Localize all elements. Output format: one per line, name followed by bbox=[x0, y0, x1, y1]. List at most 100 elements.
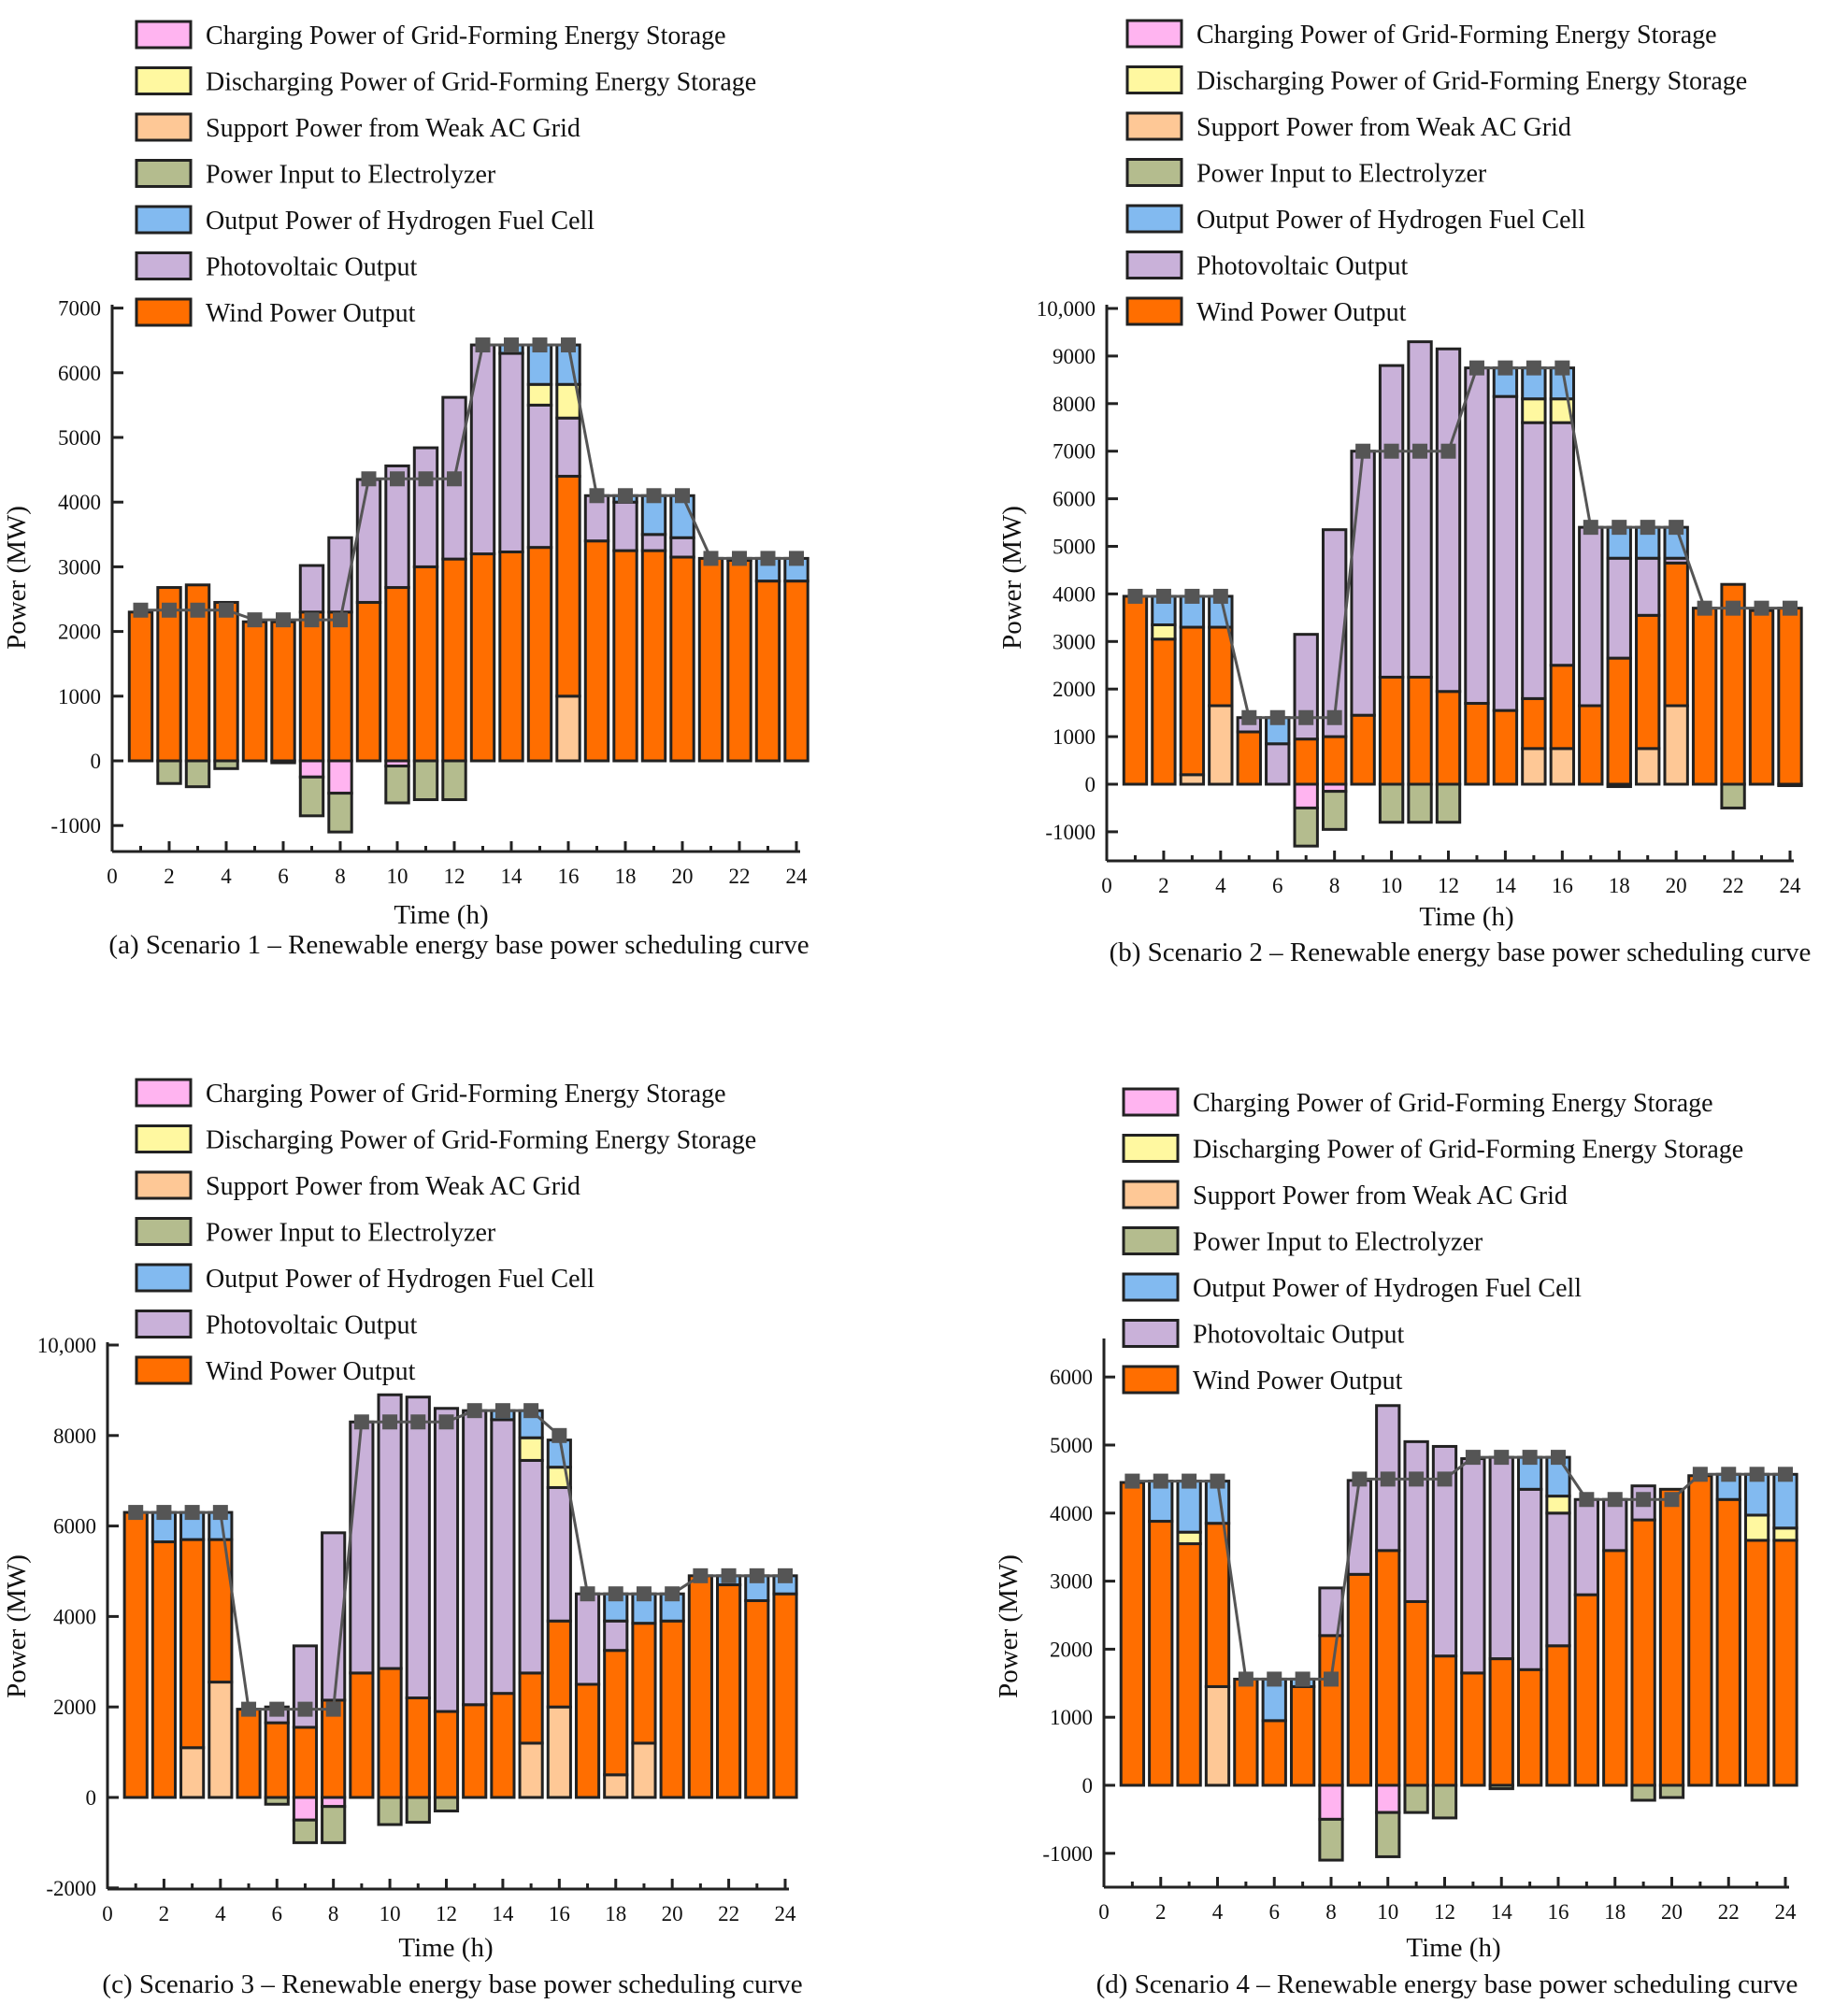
bar-wind bbox=[772, 1592, 798, 1799]
load-marker bbox=[1749, 1467, 1765, 1482]
y-tick-label: 0 bbox=[86, 1786, 97, 1810]
y-tick-label: 10,000 bbox=[1037, 297, 1096, 321]
bar-support bbox=[1663, 704, 1689, 786]
load-marker bbox=[1522, 1450, 1538, 1466]
load-marker bbox=[410, 1414, 426, 1430]
chart-panel-a: Charging Power of Grid-Forming Energy St… bbox=[2, 20, 809, 960]
load-marker bbox=[304, 612, 320, 628]
bar-wind bbox=[327, 610, 353, 763]
y-tick-label: 0 bbox=[1082, 1774, 1094, 1797]
bar-electrolyzer bbox=[184, 759, 211, 789]
load-marker bbox=[1352, 1471, 1368, 1487]
bar-wind bbox=[1573, 1593, 1600, 1787]
chart-panel-d: Charging Power of Grid-Forming Energy St… bbox=[994, 1087, 1798, 1999]
x-tick-label: 12 bbox=[1434, 1900, 1455, 1924]
load-marker bbox=[418, 471, 434, 487]
bar-electrolyzer bbox=[1321, 790, 1348, 831]
bar-pv bbox=[355, 478, 382, 604]
load-marker bbox=[1127, 588, 1143, 604]
bar-discharge bbox=[1772, 1526, 1798, 1542]
legend-swatch-discharge bbox=[1125, 65, 1183, 94]
bar-pv bbox=[412, 446, 439, 568]
load-marker bbox=[789, 551, 804, 566]
bar-pv bbox=[1630, 1484, 1656, 1522]
load-marker bbox=[749, 1567, 765, 1583]
load-line bbox=[140, 343, 796, 622]
legend-swatch-fuelcell bbox=[135, 1263, 193, 1293]
load-marker bbox=[1526, 360, 1541, 376]
bar-electrolyzer bbox=[441, 759, 467, 802]
bar-electrolyzer bbox=[1435, 782, 1462, 824]
load-marker bbox=[1551, 1450, 1566, 1466]
bar-wind bbox=[298, 610, 325, 763]
bar-fuelcell bbox=[1772, 1472, 1798, 1530]
legend-label-pv: Photovoltaic Output bbox=[206, 253, 418, 282]
bar-support bbox=[1204, 1684, 1231, 1787]
bar-pv bbox=[1350, 450, 1376, 717]
bar-wind bbox=[1777, 607, 1803, 786]
y-tick-label: 10,000 bbox=[37, 1334, 96, 1357]
legend-label-electrolyzer: Power Input to Electrolyzer bbox=[1196, 160, 1487, 189]
bar-wind bbox=[1151, 637, 1177, 786]
bar-wind bbox=[1403, 1599, 1429, 1787]
y-tick-label: 8000 bbox=[53, 1424, 96, 1448]
bar-charge bbox=[1318, 1783, 1344, 1821]
bar-fuelcell bbox=[546, 1439, 572, 1469]
load-marker bbox=[532, 337, 548, 353]
bar-pv bbox=[1407, 340, 1433, 679]
load-marker bbox=[1355, 443, 1371, 459]
legend-label-support: Support Power from Weak AC Grid bbox=[1193, 1181, 1568, 1210]
bar-electrolyzer bbox=[1777, 782, 1803, 788]
legend-label-wind: Wind Power Output bbox=[1193, 1367, 1403, 1396]
legend-label-wind: Wind Power Output bbox=[206, 299, 416, 328]
bar-wind bbox=[1743, 1539, 1770, 1787]
bar-discharge bbox=[1151, 623, 1177, 641]
bar-pv bbox=[1265, 742, 1291, 786]
bar-pv bbox=[1464, 366, 1490, 705]
x-tick-label: 16 bbox=[1548, 1900, 1569, 1924]
legend-swatch-electrolyzer bbox=[135, 1217, 193, 1246]
y-tick-label: 2000 bbox=[1053, 678, 1096, 701]
bar-wind bbox=[1119, 1481, 1146, 1787]
bar-wind bbox=[1346, 1572, 1373, 1787]
y-tick-label: 6000 bbox=[1053, 488, 1096, 511]
bar-charge bbox=[1293, 782, 1319, 809]
legend-swatch-discharge bbox=[135, 66, 193, 95]
legend-label-wind: Wind Power Output bbox=[206, 1357, 416, 1386]
x-tick-label: 14 bbox=[1491, 1900, 1513, 1924]
legend-swatch-support bbox=[1125, 111, 1183, 141]
bar-pv bbox=[1573, 1497, 1600, 1596]
x-tick-label: 4 bbox=[215, 1902, 226, 1925]
y-tick-label: 4000 bbox=[1050, 1502, 1093, 1525]
legend-swatch-charge bbox=[135, 20, 193, 50]
bar-electrolyzer bbox=[270, 759, 296, 765]
legend-swatch-wind bbox=[1122, 1365, 1180, 1395]
bar-wind bbox=[697, 556, 724, 763]
bar-wind bbox=[1407, 675, 1433, 786]
legend-swatch-discharge bbox=[135, 1124, 193, 1153]
panel-caption: (d) Scenario 4 – Renewable energy base p… bbox=[1096, 1969, 1798, 1999]
bar-wind bbox=[241, 620, 268, 763]
bar-wind bbox=[1715, 1497, 1741, 1787]
bar-wind bbox=[236, 1708, 262, 1799]
y-tick-label: 1000 bbox=[1053, 725, 1096, 749]
load-marker bbox=[1783, 600, 1798, 616]
x-tick-label: 16 bbox=[549, 1902, 570, 1925]
bar-wind bbox=[1435, 690, 1462, 786]
bar-wind bbox=[1516, 1668, 1543, 1787]
bar-pv bbox=[1460, 1457, 1486, 1675]
bar-wind bbox=[490, 1692, 516, 1799]
x-tick-label: 12 bbox=[1438, 874, 1459, 897]
y-tick-label: 3000 bbox=[58, 555, 101, 579]
load-marker bbox=[636, 1586, 652, 1602]
legend-swatch-wind bbox=[135, 1355, 193, 1385]
x-tick-label: 10 bbox=[1381, 874, 1402, 897]
bar-pv bbox=[546, 1485, 572, 1623]
legend-swatch-wind bbox=[135, 297, 193, 327]
legend-swatch-wind bbox=[1125, 296, 1183, 326]
bar-wind bbox=[1293, 737, 1319, 786]
bar-wind bbox=[1691, 607, 1718, 786]
bar-wind bbox=[1606, 656, 1632, 786]
x-tick-label: 6 bbox=[1272, 874, 1283, 897]
load-marker bbox=[1468, 360, 1484, 376]
